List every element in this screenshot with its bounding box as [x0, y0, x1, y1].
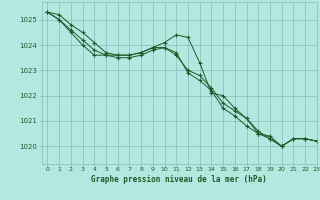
X-axis label: Graphe pression niveau de la mer (hPa): Graphe pression niveau de la mer (hPa) — [91, 175, 267, 184]
